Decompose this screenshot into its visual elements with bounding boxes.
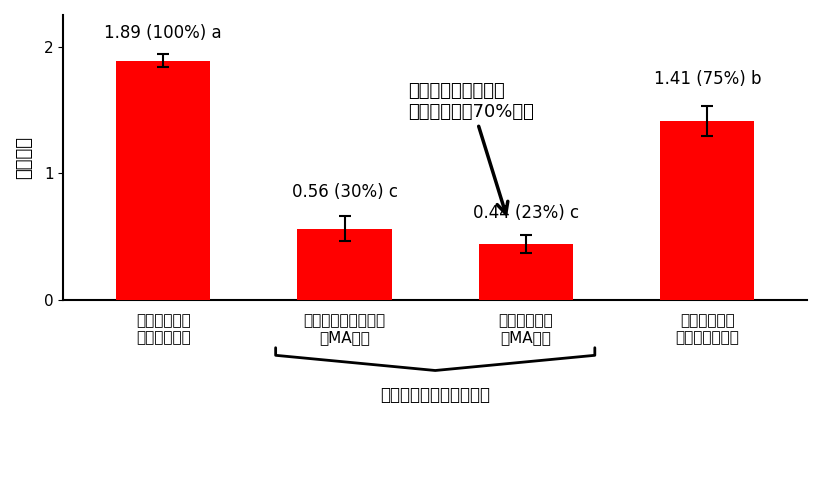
Text: 新パッケージ法では
損傷程度が組70%低減: 新パッケージ法では 損傷程度が組70%低減 <box>408 82 534 213</box>
Text: 1.89 (100%) a: 1.89 (100%) a <box>104 24 222 42</box>
Y-axis label: 損傷程度: 損傷程度 <box>15 136 33 179</box>
Bar <box>116 60 210 300</box>
Text: 新パッケージ法（船便）: 新パッケージ法（船便） <box>381 386 490 404</box>
Text: 0.44 (23%) c: 0.44 (23%) c <box>473 204 579 223</box>
Bar <box>660 121 755 300</box>
Bar <box>478 244 573 300</box>
Text: 1.41 (75%) b: 1.41 (75%) b <box>653 70 761 89</box>
Text: 0.56 (30%) c: 0.56 (30%) c <box>292 183 398 201</box>
Bar <box>298 229 392 300</box>
